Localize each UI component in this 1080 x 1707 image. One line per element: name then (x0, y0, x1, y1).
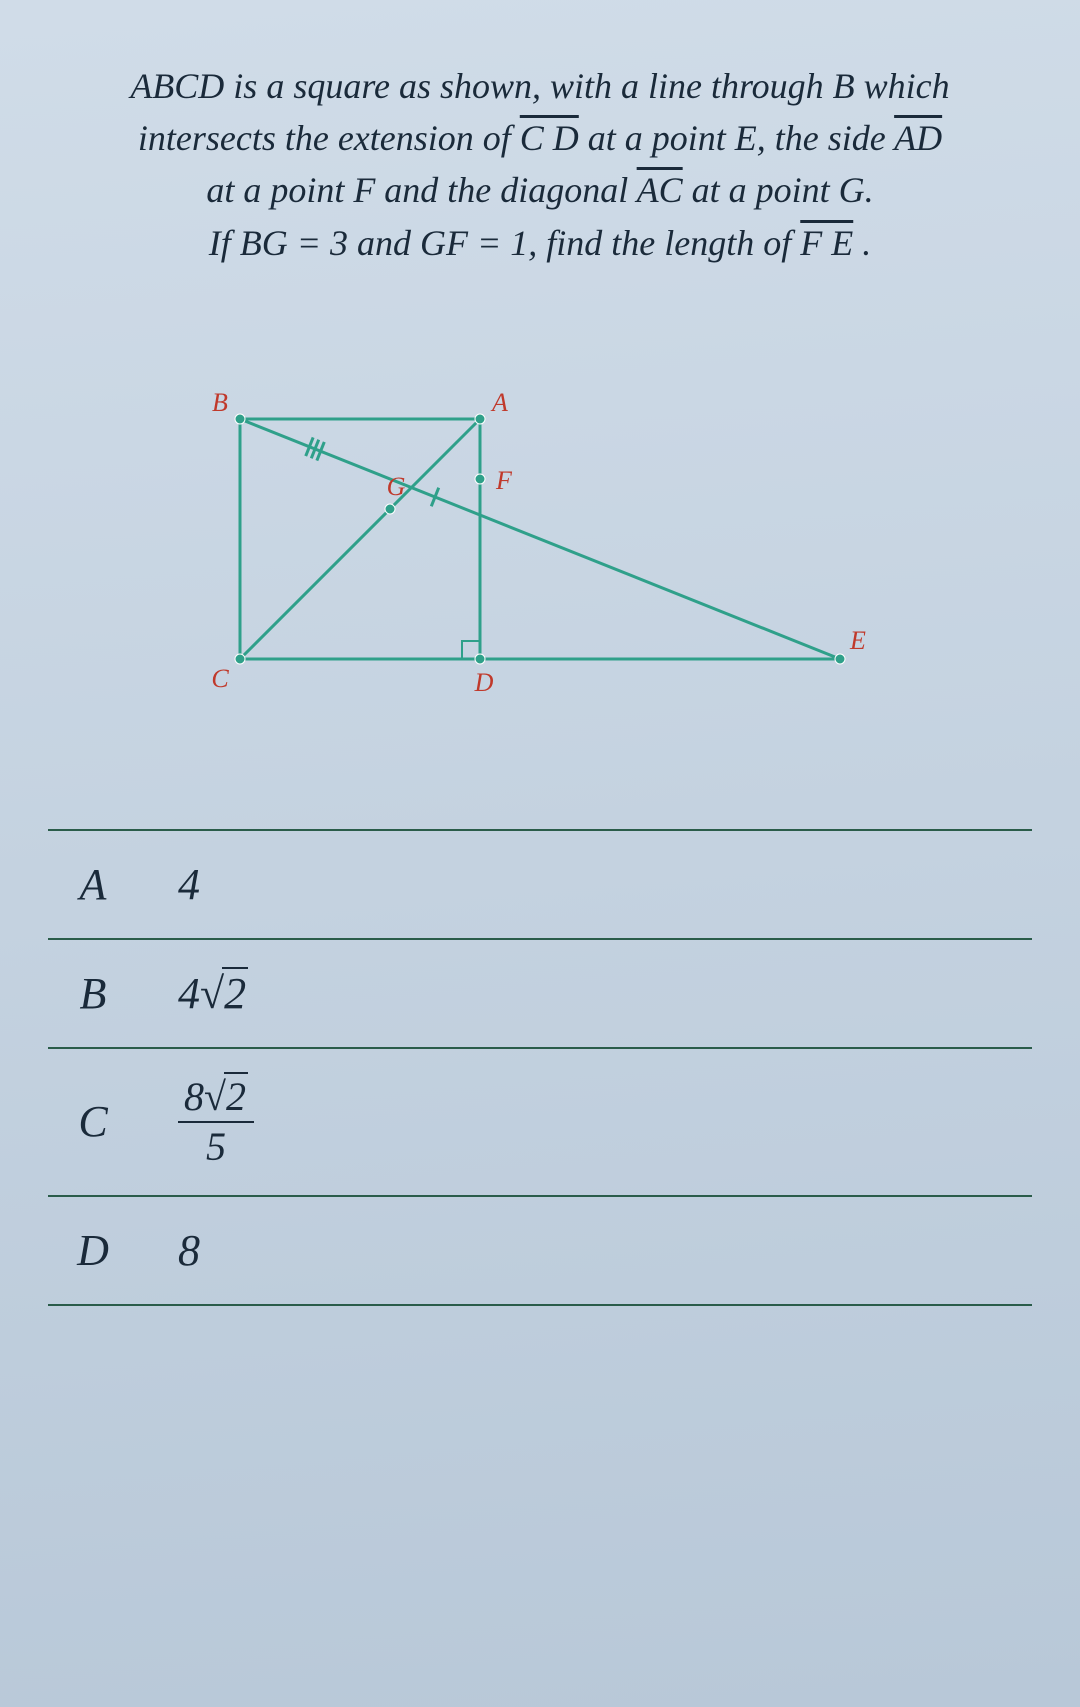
svg-text:E: E (849, 626, 866, 655)
diagram-container: B A C D G F E (48, 299, 1032, 779)
segment-AD: AD (894, 118, 942, 158)
svg-text:F: F (495, 466, 513, 495)
answer-letter: C (48, 1048, 138, 1196)
svg-text:G: G (387, 472, 406, 501)
problem-line4: If BG = 3 and GF = 1, find the length of… (48, 217, 1032, 269)
answer-row[interactable]: B42 (48, 939, 1032, 1048)
svg-text:B: B (212, 388, 228, 417)
problem-statement: ABCD is a square as shown, with a line t… (48, 60, 1032, 269)
answer-row[interactable]: D8 (48, 1196, 1032, 1305)
answer-value: 4 (138, 830, 1032, 939)
svg-text:A: A (490, 388, 508, 417)
answer-value: 825 (138, 1048, 1032, 1196)
segment-AC: AC (637, 170, 683, 210)
geometry-diagram: B A C D G F E (180, 299, 900, 779)
problem-line3: at a point F and the diagonal AC at a po… (48, 164, 1032, 216)
segment-CD: C D (520, 118, 579, 158)
problem-line1: ABCD is a square as shown, with a line t… (130, 66, 949, 106)
answer-letter: D (48, 1196, 138, 1305)
answer-letter: B (48, 939, 138, 1048)
segment-FE: F E (800, 223, 853, 263)
answer-letter: A (48, 830, 138, 939)
problem-line2: intersects the extension of C D at a poi… (48, 112, 1032, 164)
answer-table: A4B42C825D8 (48, 829, 1032, 1306)
svg-text:C: C (211, 664, 229, 693)
answer-row[interactable]: A4 (48, 830, 1032, 939)
svg-text:D: D (474, 668, 494, 697)
answer-row[interactable]: C825 (48, 1048, 1032, 1196)
answer-value: 42 (138, 939, 1032, 1048)
worksheet-page: ABCD is a square as shown, with a line t… (0, 0, 1080, 1707)
answer-value: 8 (138, 1196, 1032, 1305)
